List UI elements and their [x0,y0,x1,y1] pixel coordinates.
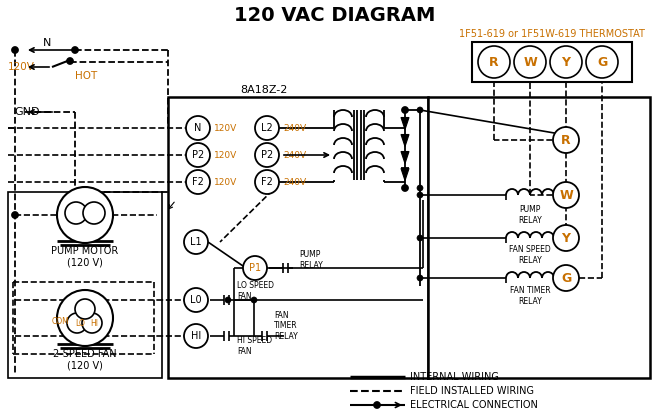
Circle shape [184,230,208,254]
Text: HI SPEED
FAN: HI SPEED FAN [237,336,272,356]
Circle shape [417,275,423,281]
Text: Y: Y [561,55,570,68]
Circle shape [401,184,409,191]
Text: COM: COM [52,316,70,326]
Text: 1F51-619 or 1F51W-619 THERMOSTAT: 1F51-619 or 1F51W-619 THERMOSTAT [459,29,645,39]
Text: F2: F2 [261,177,273,187]
Circle shape [11,47,19,54]
Text: ELECTRICAL CONNECTION: ELECTRICAL CONNECTION [410,400,538,410]
Text: GND: GND [14,107,40,117]
Circle shape [255,143,279,167]
Text: W: W [523,55,537,68]
Text: R: R [561,134,571,147]
Text: 240V: 240V [283,150,306,160]
Text: P1: P1 [249,263,261,273]
Circle shape [550,46,582,78]
Circle shape [11,212,19,218]
Text: L1: L1 [190,237,202,247]
Circle shape [255,170,279,194]
Bar [8,192,162,378]
Text: INTERNAL WIRING: INTERNAL WIRING [410,372,499,382]
Text: L2: L2 [261,123,273,133]
Circle shape [184,288,208,312]
Bar [472,42,632,82]
Text: L0: L0 [190,295,202,305]
Circle shape [373,401,381,409]
Text: 120V: 120V [214,124,237,132]
Circle shape [72,47,78,54]
Text: HI: HI [90,318,98,328]
Circle shape [243,256,267,280]
Text: 240V: 240V [283,178,306,186]
Text: W: W [559,189,573,202]
Text: 8A18Z-2: 8A18Z-2 [240,85,287,95]
Circle shape [186,170,210,194]
Circle shape [478,46,510,78]
Circle shape [553,182,579,208]
Circle shape [184,324,208,348]
Text: HOT: HOT [75,71,97,81]
Polygon shape [401,152,409,163]
Circle shape [553,265,579,291]
Circle shape [65,202,87,224]
Polygon shape [401,134,409,147]
Text: 120 VAC DIAGRAM: 120 VAC DIAGRAM [234,5,436,24]
Text: FAN SPEED
RELAY: FAN SPEED RELAY [509,245,551,265]
Text: N: N [194,123,202,133]
Text: 240V: 240V [283,124,306,132]
Bar [428,97,650,378]
Circle shape [586,46,618,78]
Polygon shape [401,168,409,181]
Text: FAN
TIMER
RELAY: FAN TIMER RELAY [274,311,297,341]
Text: P2: P2 [192,150,204,160]
Circle shape [57,290,113,346]
Text: R: R [489,55,498,68]
Text: FAN TIMER
RELAY: FAN TIMER RELAY [510,286,550,306]
Circle shape [82,313,102,333]
Circle shape [417,235,423,241]
Text: PUMP
RELAY: PUMP RELAY [299,250,323,270]
Text: LO: LO [75,318,85,328]
Text: G: G [561,272,571,285]
Text: F2: F2 [192,177,204,187]
Text: FIELD INSTALLED WIRING: FIELD INSTALLED WIRING [410,386,534,396]
Text: 120V: 120V [214,150,237,160]
Circle shape [553,127,579,153]
Circle shape [553,225,579,251]
Circle shape [417,192,423,198]
Circle shape [66,57,74,65]
Circle shape [57,187,113,243]
Text: G: G [597,55,607,68]
Circle shape [251,297,257,303]
Circle shape [401,106,409,114]
Circle shape [75,299,95,319]
Circle shape [186,143,210,167]
Circle shape [225,297,231,303]
Circle shape [417,185,423,191]
Text: PUMP
RELAY: PUMP RELAY [518,205,542,225]
Text: PUMP MOTOR
(120 V): PUMP MOTOR (120 V) [52,246,119,268]
Text: P2: P2 [261,150,273,160]
Text: 120V: 120V [214,178,237,186]
Text: 2-SPEED FAN
(120 V): 2-SPEED FAN (120 V) [53,349,117,371]
Circle shape [417,107,423,113]
Circle shape [83,202,105,224]
Circle shape [514,46,546,78]
Text: 120V: 120V [8,62,35,72]
Bar [168,97,428,378]
Circle shape [186,116,210,140]
Circle shape [255,116,279,140]
Polygon shape [401,117,409,129]
Text: N: N [43,38,51,48]
Text: HI: HI [191,331,201,341]
Circle shape [67,313,87,333]
Text: LO SPEED
FAN: LO SPEED FAN [237,281,274,301]
Text: Y: Y [561,232,570,245]
